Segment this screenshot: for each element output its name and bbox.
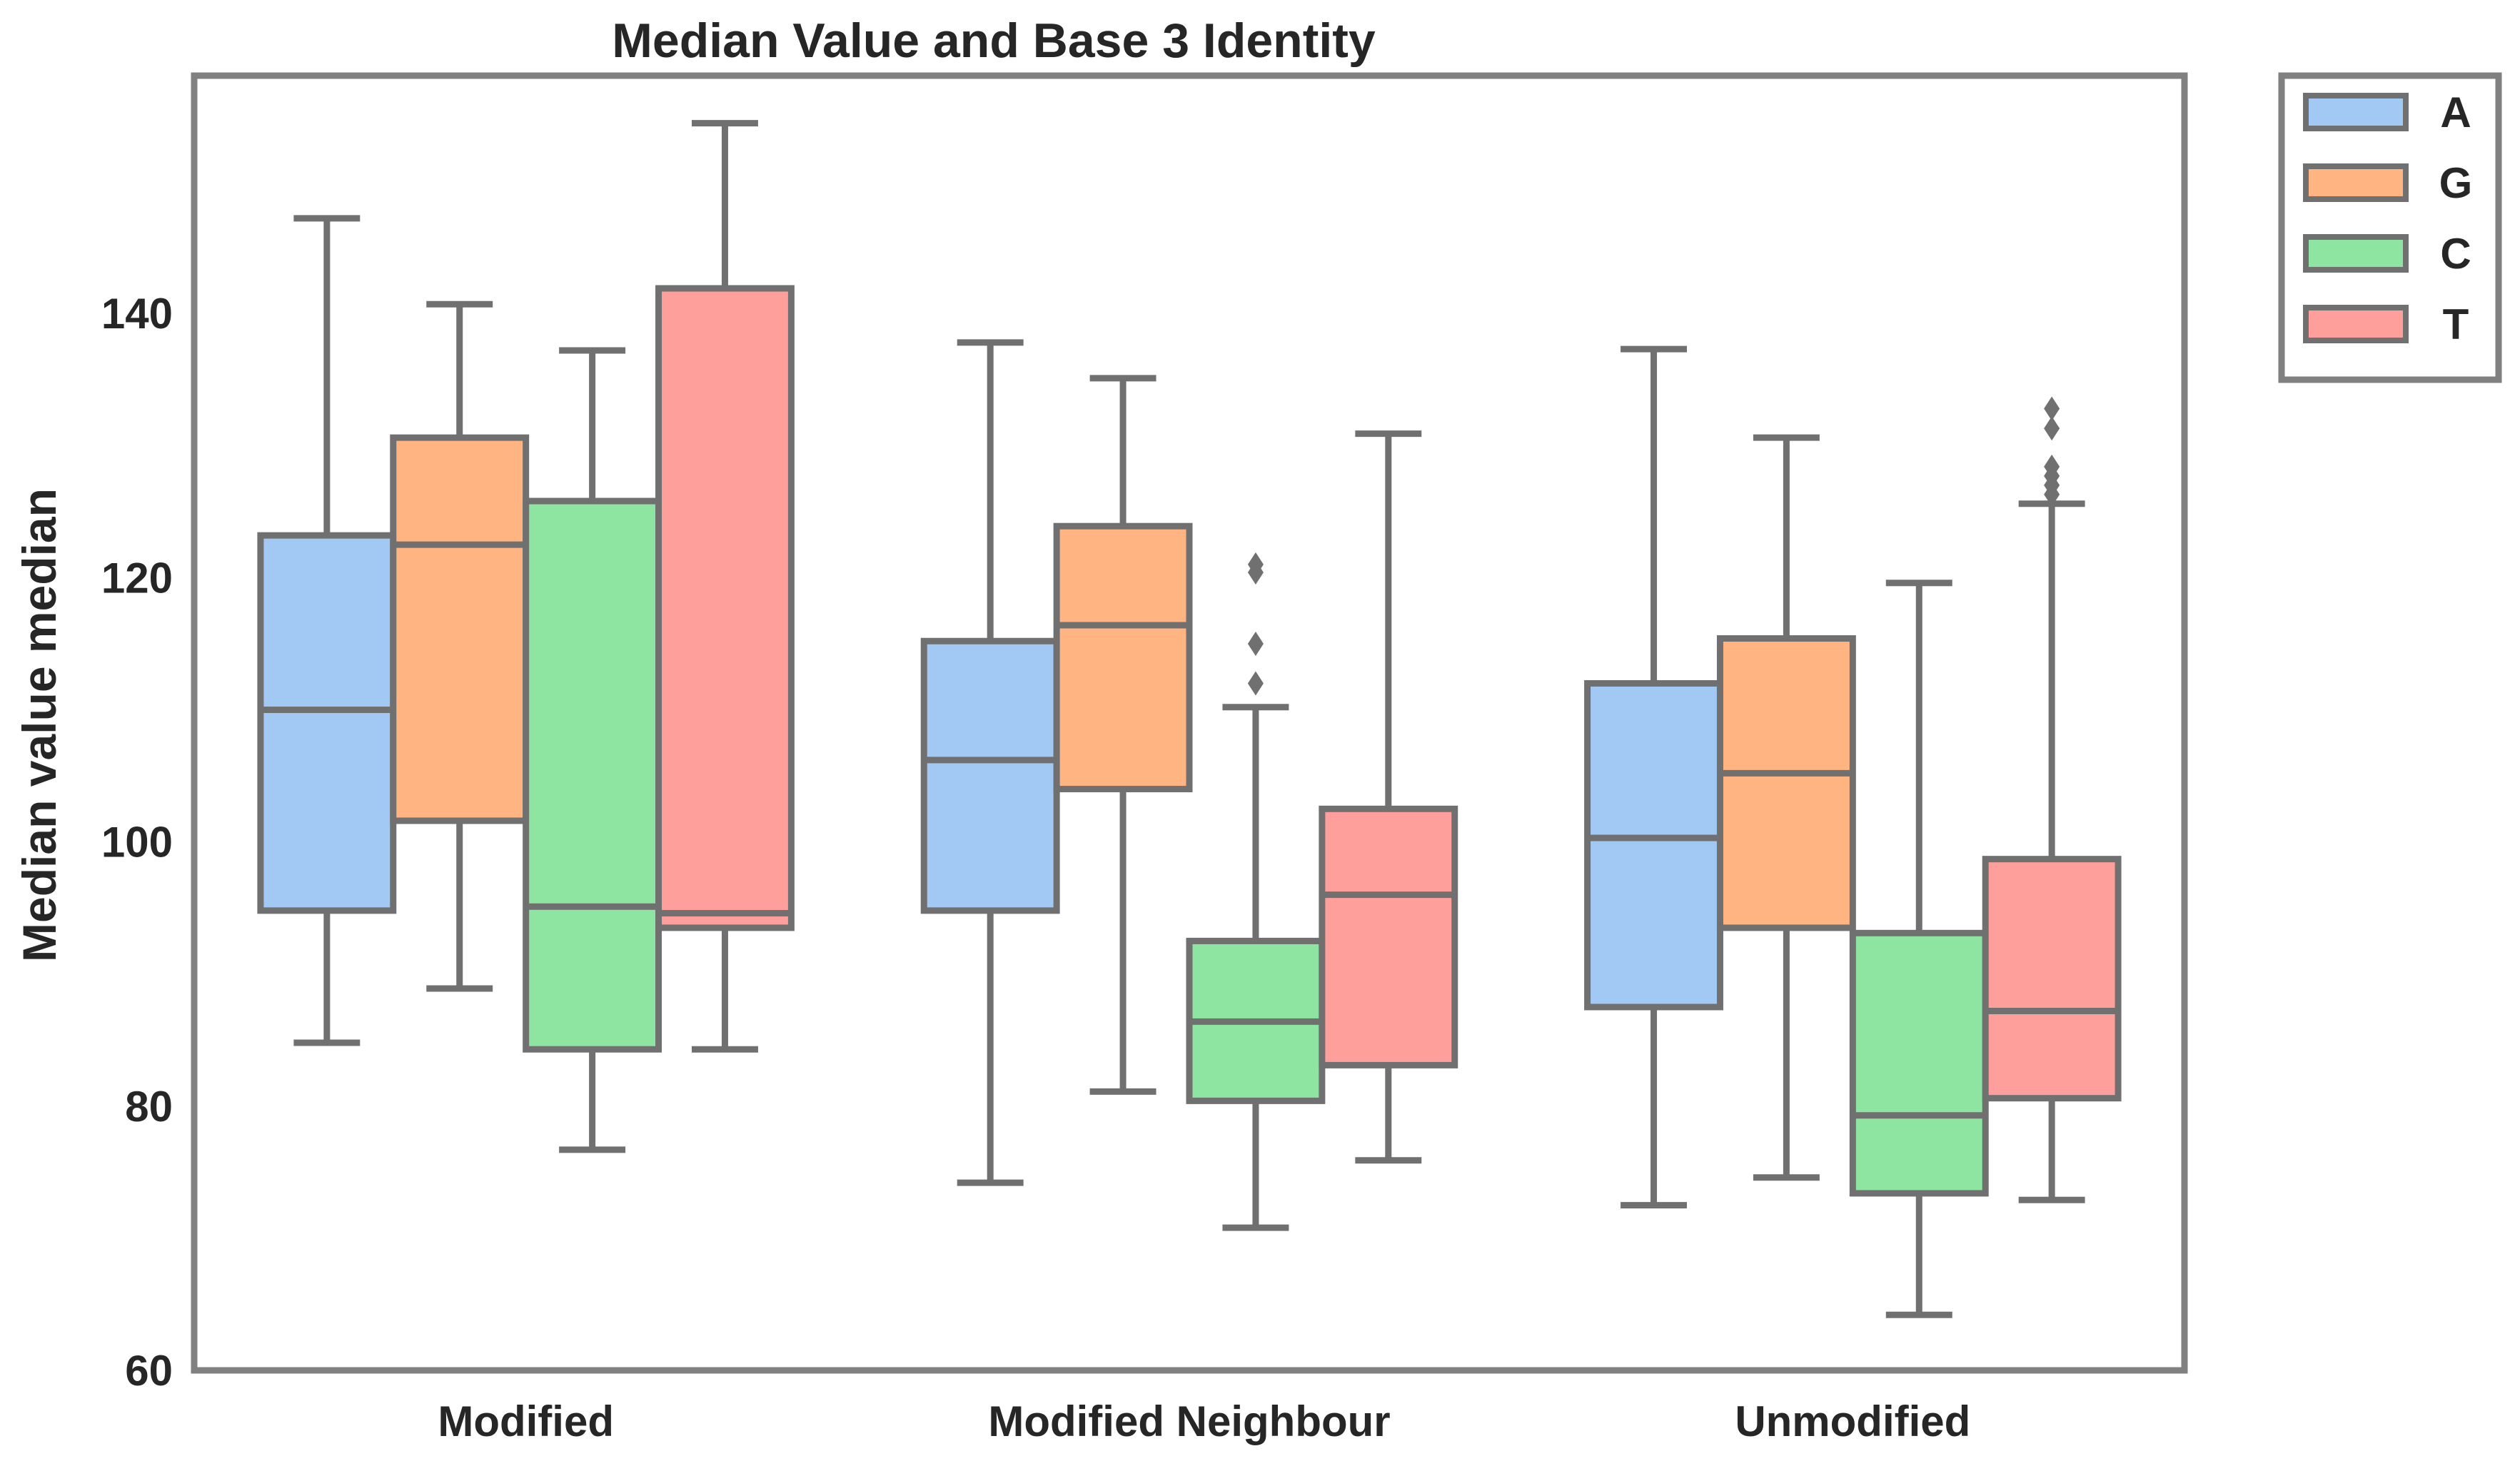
outlier-point	[1247, 671, 1264, 696]
outlier-point	[1247, 552, 1264, 577]
box-body	[1053, 522, 1193, 793]
x-tick-label: Modified Neighbour	[988, 1397, 1390, 1445]
legend-label-c: C	[2440, 230, 2471, 278]
legend-swatch-c	[2303, 234, 2409, 273]
y-axis-label: Median value median	[13, 488, 66, 962]
box-body	[1716, 635, 1856, 931]
box-c-1	[1186, 552, 1326, 1231]
outlier-point	[2044, 454, 2060, 479]
box-body	[1319, 805, 1458, 1068]
legend-label-g: G	[2439, 159, 2473, 207]
outlier-point	[2044, 396, 2060, 421]
box-body	[1849, 929, 1989, 1197]
box-g-2	[1716, 434, 1856, 1181]
y-tick-label: 60	[125, 1347, 173, 1395]
plot-area: 60 80 100 120 140 Modified Modified Neighbour U…	[101, 72, 2188, 1445]
legend-swatch-t	[2303, 305, 2409, 343]
box-g-1	[1053, 375, 1193, 1095]
legend-label-t: T	[2443, 300, 2469, 348]
box-body	[1584, 679, 1723, 1011]
x-tick-label: Modified	[438, 1397, 614, 1445]
box-t-2	[1982, 396, 2122, 1203]
box-body	[655, 285, 795, 931]
chart-title: Median Value and Base 3 Identity	[612, 14, 1376, 68]
y-tick-label: 120	[101, 554, 173, 602]
box-a-0	[257, 215, 397, 1046]
plot-frame	[191, 72, 2188, 1374]
legend-swatch-a	[2303, 93, 2409, 131]
box-c-2	[1849, 580, 1989, 1318]
outlier-point	[1247, 631, 1264, 656]
box-body	[257, 532, 397, 914]
box-body	[1982, 856, 2122, 1102]
box-body	[390, 434, 530, 824]
box-g-0	[390, 300, 530, 992]
x-tick-label: Unmodified	[1735, 1397, 1970, 1445]
y-tick-label: 100	[101, 819, 173, 866]
y-tick-label: 80	[125, 1083, 173, 1131]
legend-label-a: A	[2440, 89, 2471, 136]
box-body	[920, 637, 1060, 914]
box-a-1	[920, 339, 1060, 1186]
box-t-1	[1319, 430, 1458, 1164]
box-c-0	[523, 347, 662, 1153]
y-tick-label: 140	[101, 290, 173, 338]
box-t-0	[655, 120, 795, 1053]
legend-swatch-g	[2303, 163, 2409, 202]
box-a-2	[1584, 345, 1723, 1209]
box-body	[523, 497, 662, 1053]
outlier-point	[2044, 416, 2060, 441]
